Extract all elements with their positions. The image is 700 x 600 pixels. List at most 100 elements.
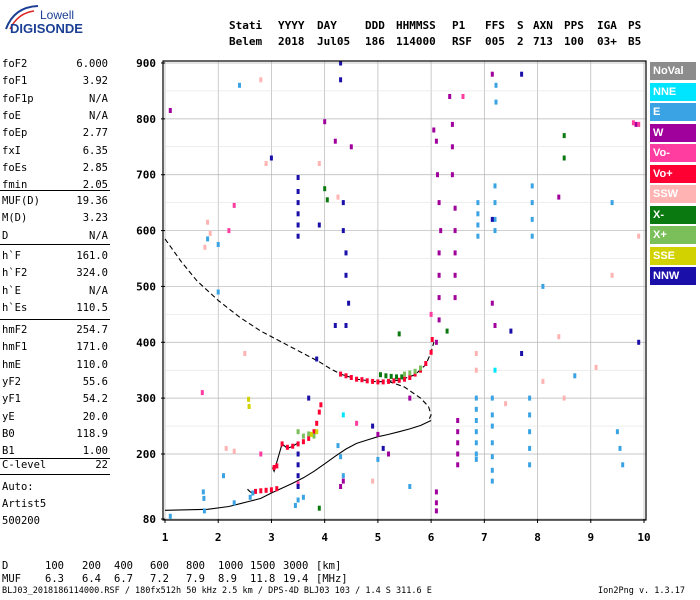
echo-point [371,478,375,484]
echo-point [494,82,498,88]
param-row: M(D) 3.23 [2,211,108,225]
muf-distance-cell: 600 [150,560,169,572]
echo-point [285,444,289,450]
param-name: foEs [2,161,28,174]
echo-point [216,242,220,247]
echo-point [397,377,401,383]
muf-distance-cell: 400 [114,560,133,572]
echo-point [490,300,494,306]
echo-point [203,244,207,250]
y-tick-label: 500 [136,280,156,293]
param-name: hmF1 [2,341,28,354]
echo-point [272,465,276,470]
legend-item: NNE [650,82,696,101]
echo-point [476,211,480,217]
echo-point [634,121,638,127]
param-name: hmF2 [2,324,28,336]
header-label-3: DDD [365,19,385,32]
param-row: MUF(D) 19.36 [2,194,108,208]
echo-point [381,379,385,385]
echo-point [317,222,321,228]
param-name: h`F2 [2,267,28,280]
echo-point [408,484,412,489]
echo-point [323,119,327,125]
echo-point [474,351,478,356]
echo-point [509,328,513,334]
echo-point [360,377,364,383]
echo-point [594,364,598,370]
header-value-5: RSF [452,35,472,48]
footer-file-info: BLJ03_2018186114000.RSF / 180fx512h 50 k… [2,586,432,596]
echo-point [476,200,480,206]
param-row: B1 1.00 [2,444,108,458]
echo-point [434,339,438,345]
legend-item: NNW [650,267,696,285]
echo-point [259,488,263,494]
echo-point [403,371,406,377]
echo-point [296,175,300,180]
muf-value-label: MUF [2,573,21,585]
param-value: 110.0 [76,358,108,371]
echo-point [296,222,300,228]
echo-point [296,189,300,194]
echo-point [474,451,478,457]
echo-point [344,250,348,256]
echo-point [387,378,390,384]
y-tick-label: 200 [136,448,156,461]
header-label-11: PS [628,19,642,32]
param-value: 55.6 [82,375,108,388]
echo-point [448,94,452,99]
muf-distance-cell: 800 [186,560,205,572]
param-row: fxI 6.35 [2,144,108,158]
echo-point [493,216,497,222]
echo-point [474,440,478,446]
param-name: C-level [2,459,47,471]
echo-point [323,186,327,192]
y-tick-label: 600 [136,225,156,238]
echo-point [301,494,305,500]
autoscaling-version: 500200 [2,515,40,527]
param-name: foF1 [2,75,28,88]
echo-point [206,219,210,225]
param-value: 171.0 [76,341,108,354]
echo-point [493,200,497,206]
echo-point [504,401,508,407]
echo-point [344,272,348,278]
param-name: fmin [2,179,28,192]
param-row: C-level 22 [2,458,108,472]
echo-point [453,295,457,301]
echo-point [408,375,412,380]
param-name: foF2 [2,58,28,70]
param-row: h`F 161.0 [2,249,108,263]
muf-value-cell: 7.9 [186,573,205,585]
echo-point [315,420,319,426]
echo-point [434,489,438,495]
muf-value-cell: 6.7 [114,573,133,585]
param-row: foF1p N/A [2,92,108,106]
echo-point [637,121,641,127]
echo-point [336,443,340,449]
echo-point [456,462,460,468]
param-name: fxI [2,144,21,157]
param-value: 254.7 [76,324,108,336]
echo-point [296,441,300,447]
echo-point [227,228,231,234]
echo-point [493,367,497,373]
echo-point [317,161,321,166]
param-value: N/A [89,229,108,242]
header-value-1: 2018 [278,35,305,48]
echo-point [530,183,534,189]
echo-point [450,172,454,178]
header-value-8: 713 [533,35,553,48]
header-label-2: DAY [317,19,337,32]
echo-point [339,371,343,377]
echo-point [269,487,273,493]
legend-item: W [650,123,696,142]
echo-point [456,440,460,446]
muf-value-cell: 19.4 [283,573,309,585]
echo-point [437,317,441,323]
header-label-4: HHMMSS [396,19,436,32]
muf-distance-cell: 1000 [218,560,244,572]
header-label-10: IGA [597,19,617,32]
echo-point [434,508,438,514]
